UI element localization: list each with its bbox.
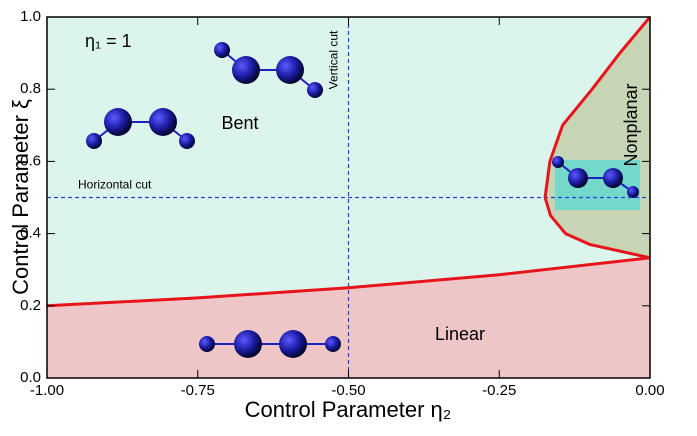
y-tick-label: 1.0	[20, 8, 41, 25]
annotation: Horizontal cut	[78, 178, 152, 192]
linear-region	[47, 257, 650, 378]
y-tick-label: 0.2	[20, 297, 41, 314]
atoms	[86, 42, 639, 358]
x-tick-label: -1.00	[30, 382, 64, 399]
molecule-icons	[86, 42, 640, 358]
annotation: Bent	[221, 113, 258, 133]
x-tick-label: -0.75	[181, 382, 215, 399]
x-tick-label: 0.00	[635, 382, 664, 399]
y-tick-label: 0.6	[20, 152, 41, 169]
x-tick-label: -0.25	[482, 382, 516, 399]
y-tick-label: 0.8	[20, 80, 41, 97]
boundary-line	[543, 16, 652, 260]
highlight	[555, 160, 640, 210]
annotation: Nonplanar	[621, 83, 641, 166]
x-tick-label: -0.50	[331, 382, 365, 399]
bonds	[93, 49, 634, 345]
x-axis-label: Control Parameter η₂	[245, 397, 452, 422]
y-axis-label: Control Parameter ξ	[8, 99, 33, 295]
annotation: Vertical cut	[327, 30, 341, 89]
boundary-line	[46, 256, 651, 308]
annotation: Linear	[435, 324, 485, 344]
y-tick-label: 0.4	[20, 225, 41, 242]
annotation: η₁ = 1	[85, 31, 132, 51]
y-tick-label: 0.0	[20, 369, 41, 386]
